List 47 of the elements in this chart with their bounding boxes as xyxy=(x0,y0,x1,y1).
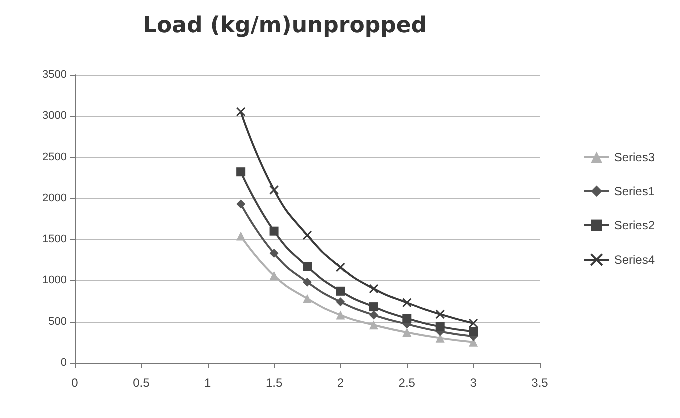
point xyxy=(369,284,379,294)
point xyxy=(369,310,378,320)
point xyxy=(336,298,346,307)
y-tick-label: 3500 xyxy=(42,69,67,81)
point xyxy=(236,168,246,177)
point xyxy=(402,314,412,324)
point xyxy=(469,327,478,336)
point xyxy=(270,249,279,258)
y-tick-label: 1500 xyxy=(42,234,67,246)
x-tick-label: 2 xyxy=(337,376,344,390)
legend-label: Series1 xyxy=(614,184,656,198)
x-tick-label: 0 xyxy=(72,376,79,390)
point xyxy=(270,185,280,195)
point xyxy=(336,286,346,296)
legend-label: Series4 xyxy=(614,253,656,267)
x-tick-label: 3.5 xyxy=(532,376,549,390)
point xyxy=(369,302,378,312)
point xyxy=(402,298,412,308)
y-tick-label: 500 xyxy=(48,316,67,328)
point xyxy=(236,200,246,209)
chart-title: Load (kg/m)unpropped xyxy=(142,14,428,38)
point xyxy=(436,322,445,332)
point xyxy=(303,262,312,272)
point xyxy=(303,278,312,287)
x-tick-label: 2.5 xyxy=(398,376,416,390)
y-tick-label: 0 xyxy=(60,357,67,369)
y-tick-label: 3000 xyxy=(42,110,67,122)
point xyxy=(336,262,346,272)
y-tick-label: 2000 xyxy=(42,192,67,204)
y-tick-label: 2500 xyxy=(42,151,67,164)
point xyxy=(236,107,246,117)
point xyxy=(468,318,478,328)
point xyxy=(436,310,446,320)
point xyxy=(402,328,412,338)
point xyxy=(336,310,346,320)
x-tick-label: 0.5 xyxy=(133,376,150,390)
x-tick-label: 3 xyxy=(470,376,478,390)
point xyxy=(303,294,312,304)
x-tick-label: 1.5 xyxy=(266,376,283,390)
point xyxy=(302,230,312,240)
point xyxy=(270,226,279,236)
point xyxy=(236,232,246,241)
y-tick-label: 1000 xyxy=(42,274,67,287)
x-tick-label: 1 xyxy=(204,376,212,390)
legend-label: Series2 xyxy=(614,218,656,232)
point xyxy=(369,320,378,330)
legend-label: Series3 xyxy=(614,150,656,164)
